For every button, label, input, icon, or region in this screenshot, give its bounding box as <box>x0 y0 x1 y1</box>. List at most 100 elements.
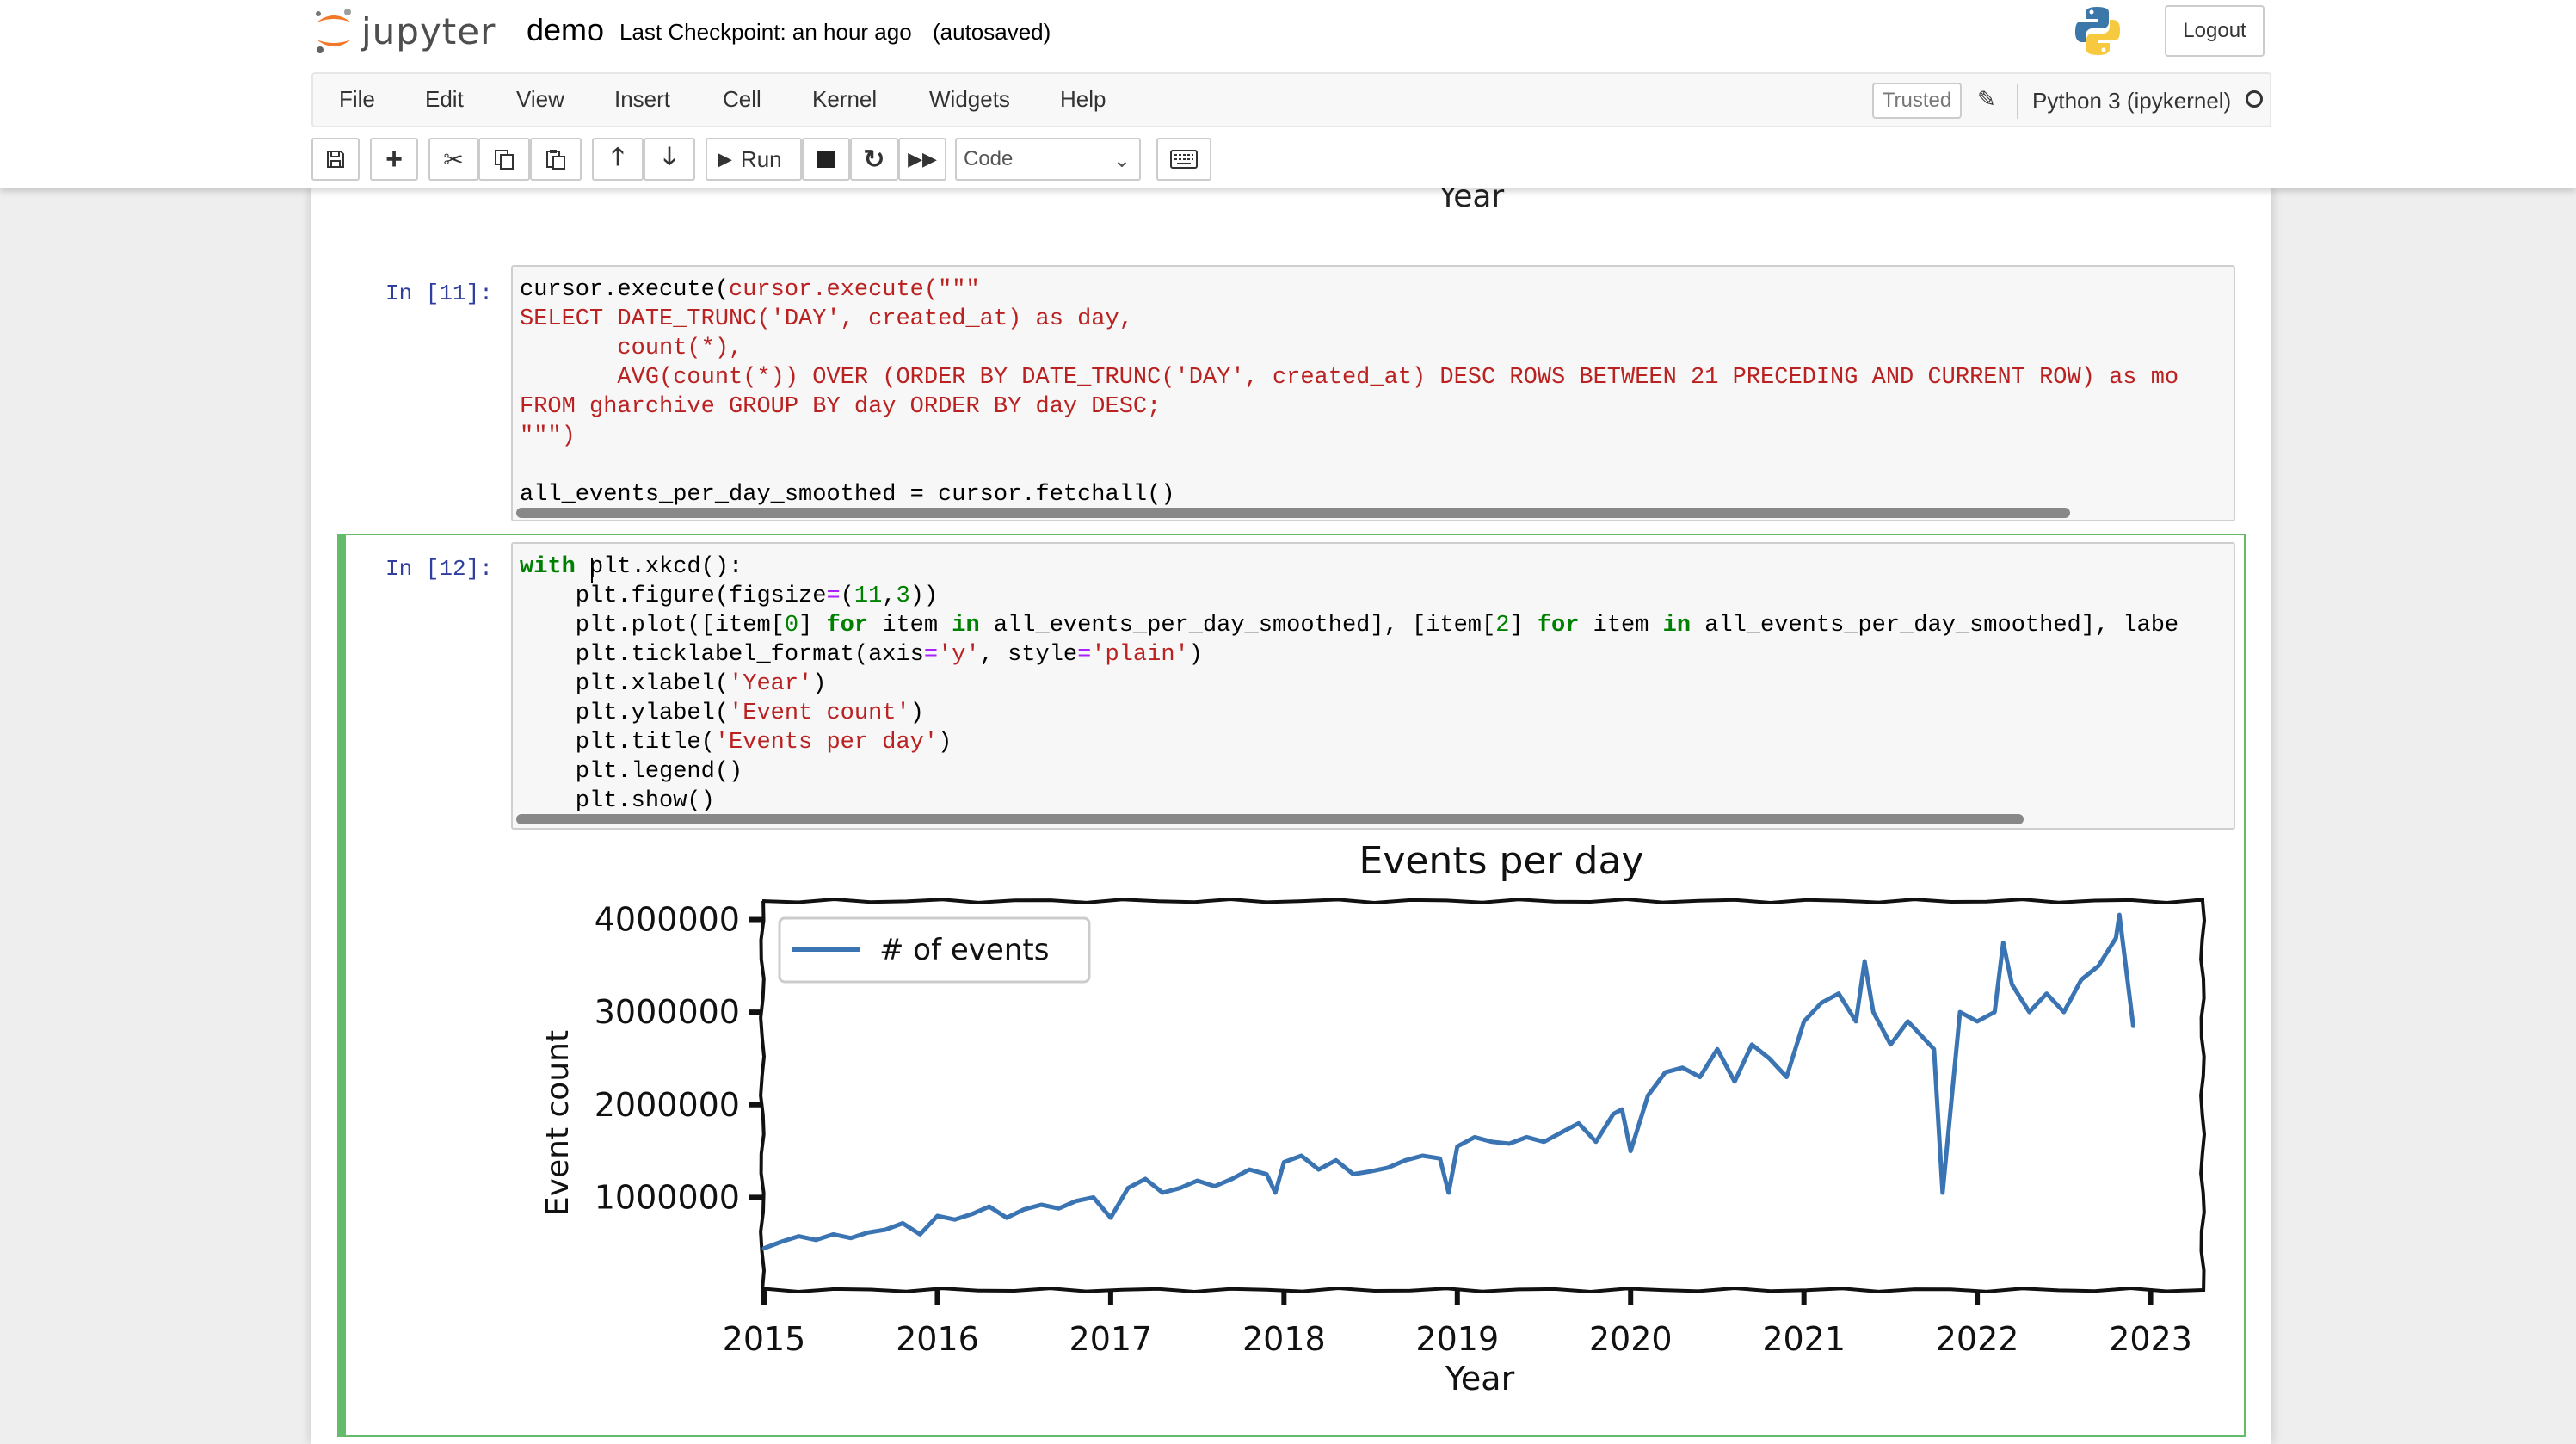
arrow-down-icon: 🡓 <box>662 143 676 170</box>
code-token: cursor.execute(""" <box>729 277 980 303</box>
logo-text: jupyter <box>361 9 496 52</box>
code-cell-input[interactable]: cursor.execute(cursor.execute(""" SELECT… <box>511 265 2235 521</box>
kernel-divider <box>2017 84 2018 119</box>
x-tick-label: 2020 <box>1589 1320 1673 1358</box>
kernel-name[interactable]: Python 3 (ipykernel) <box>2032 88 2232 114</box>
cut-button[interactable]: ✂ <box>428 138 478 181</box>
code-line: all_events_per_day_smoothed = cursor.fet… <box>520 482 1175 508</box>
chart-title: Events per day <box>1359 839 1644 883</box>
code-line: plt.xlabel('Year') <box>520 671 827 697</box>
y-tick-label: 3000000 <box>595 993 740 1031</box>
restart-run-all-button[interactable]: ▶▶ <box>898 138 946 181</box>
code-line: with plt.xkcd(): <box>520 554 743 580</box>
menu-kernel[interactable]: Kernel <box>812 86 878 112</box>
save-button[interactable] <box>311 138 360 181</box>
x-tick-label: 2021 <box>1762 1320 1846 1358</box>
kernel-idle-indicator-icon <box>2246 90 2263 108</box>
code-line: plt.legend() <box>520 759 743 785</box>
cell-type-select[interactable]: Code ⌄ <box>955 138 1141 181</box>
y-tick-label: 4000000 <box>595 901 740 939</box>
code-line: plt.plot([item[0] for item in all_events… <box>520 613 2179 639</box>
jupyter-logo[interactable]: jupyter <box>313 5 496 57</box>
code-cell-input[interactable]: with plt.xkcd(): plt.figure(figsize=(11,… <box>511 542 2235 830</box>
command-palette-button[interactable] <box>1156 138 1211 181</box>
selected-cell-indicator <box>337 534 346 1437</box>
y-tick-label: 2000000 <box>595 1086 740 1124</box>
y-axis-label: Event count <box>540 1030 576 1216</box>
plus-icon: + <box>385 143 403 176</box>
code-line: plt.show() <box>520 788 715 814</box>
code-editor[interactable]: cursor.execute(cursor.execute(""" SELECT… <box>520 275 2179 509</box>
x-tick-label: 2016 <box>896 1320 979 1358</box>
code-line: AVG(count(*)) OVER (ORDER BY DATE_TRUNC(… <box>520 365 2179 391</box>
x-tick-label: 2023 <box>2109 1320 2192 1358</box>
plot-frame-border <box>759 897 2207 1294</box>
text-cursor <box>591 558 593 583</box>
chevron-down-icon: ⌄ <box>1112 149 1131 172</box>
copy-button[interactable] <box>478 138 530 181</box>
menu-cell[interactable]: Cell <box>723 86 761 112</box>
menu-file[interactable]: File <box>339 86 375 112</box>
cell-prompt: In [11]: <box>385 281 493 306</box>
legend-box <box>778 916 1091 984</box>
header: jupyter demo Last Checkpoint: an hour ag… <box>0 0 2576 188</box>
x-axis-label: Year <box>1445 1360 1515 1398</box>
menubar: File Edit View Insert Cell Kernel Widget… <box>311 72 2271 127</box>
scissors-icon: ✂ <box>443 145 464 173</box>
insert-cell-button[interactable]: + <box>370 138 418 181</box>
horizontal-scrollbar[interactable] <box>516 814 2024 824</box>
plot-frame <box>759 897 2207 1294</box>
interrupt-button[interactable] <box>802 138 850 181</box>
paste-icon <box>546 150 565 170</box>
copy-icon <box>495 150 514 170</box>
cell-prompt: In [12]: <box>385 556 493 582</box>
y-tick-label: 1000000 <box>595 1178 740 1216</box>
x-tick-label: 2018 <box>1242 1320 1326 1358</box>
code-line: count(*), <box>520 336 743 361</box>
edit-pencil-icon[interactable]: ✎ <box>1977 86 1996 112</box>
keyboard-icon <box>1170 150 1198 169</box>
save-icon <box>327 151 344 168</box>
run-label: Run <box>740 145 782 172</box>
chart-series <box>761 912 2135 1251</box>
jupyter-logo-icon <box>316 9 351 53</box>
menu-widgets[interactable]: Widgets <box>929 86 1010 112</box>
code-line: plt.title('Events per day') <box>520 730 952 756</box>
menu-view[interactable]: View <box>516 86 564 112</box>
code-line: plt.figure(figsize=(11,3)) <box>520 583 939 609</box>
restart-button[interactable]: ↻ <box>850 138 898 181</box>
move-down-button[interactable]: 🡓 <box>644 138 695 181</box>
code-editor[interactable]: with plt.xkcd(): plt.figure(figsize=(11,… <box>520 552 2179 816</box>
axis-ticks: 2015 2016 2017 2018 2019 2020 2021 2022 2023 1000… <box>595 901 2192 1358</box>
code-line: """) <box>520 423 576 449</box>
chart-legend: # of events <box>778 916 1091 984</box>
play-icon: ▶ <box>718 148 732 170</box>
notebook-name[interactable]: demo <box>527 12 605 47</box>
fast-forward-icon: ▶▶ <box>908 148 937 170</box>
python-logo-icon <box>2075 7 2120 55</box>
move-up-button[interactable]: 🡑 <box>592 138 644 181</box>
menu-edit[interactable]: Edit <box>425 86 464 112</box>
menu-insert[interactable]: Insert <box>614 86 671 112</box>
code-line: FROM gharchive GROUP BY day ORDER BY day… <box>520 394 1162 420</box>
x-tick-label: 2019 <box>1415 1320 1499 1358</box>
code-line: cursor.execute(cursor.execute(""" <box>520 277 980 303</box>
run-button[interactable]: ▶ Run <box>706 138 802 181</box>
autosave-status: (autosaved) <box>933 19 1051 45</box>
cell-type-value: Code <box>964 147 1014 170</box>
arrow-up-icon: 🡑 <box>611 143 625 170</box>
stop-icon <box>817 151 835 168</box>
horizontal-scrollbar[interactable] <box>516 508 2070 518</box>
checkpoint-status: Last Checkpoint: an hour ago <box>619 19 912 45</box>
menu-help[interactable]: Help <box>1060 86 1106 112</box>
logout-button[interactable]: Logout <box>2165 5 2265 57</box>
events-per-day-chart: Events per day Event count Year 2015 2016… <box>540 839 2207 1398</box>
x-tick-label: 2017 <box>1069 1320 1153 1358</box>
x-tick-label: 2015 <box>723 1320 806 1358</box>
restart-icon: ↻ <box>863 145 885 174</box>
code-line: plt.ylabel('Event count') <box>520 700 924 726</box>
trusted-badge[interactable]: Trusted <box>1872 83 1962 119</box>
paste-button[interactable] <box>530 138 582 181</box>
legend-label: # of events <box>879 933 1049 967</box>
code-line: plt.ticklabel_format(axis='y', style='pl… <box>520 642 1203 668</box>
